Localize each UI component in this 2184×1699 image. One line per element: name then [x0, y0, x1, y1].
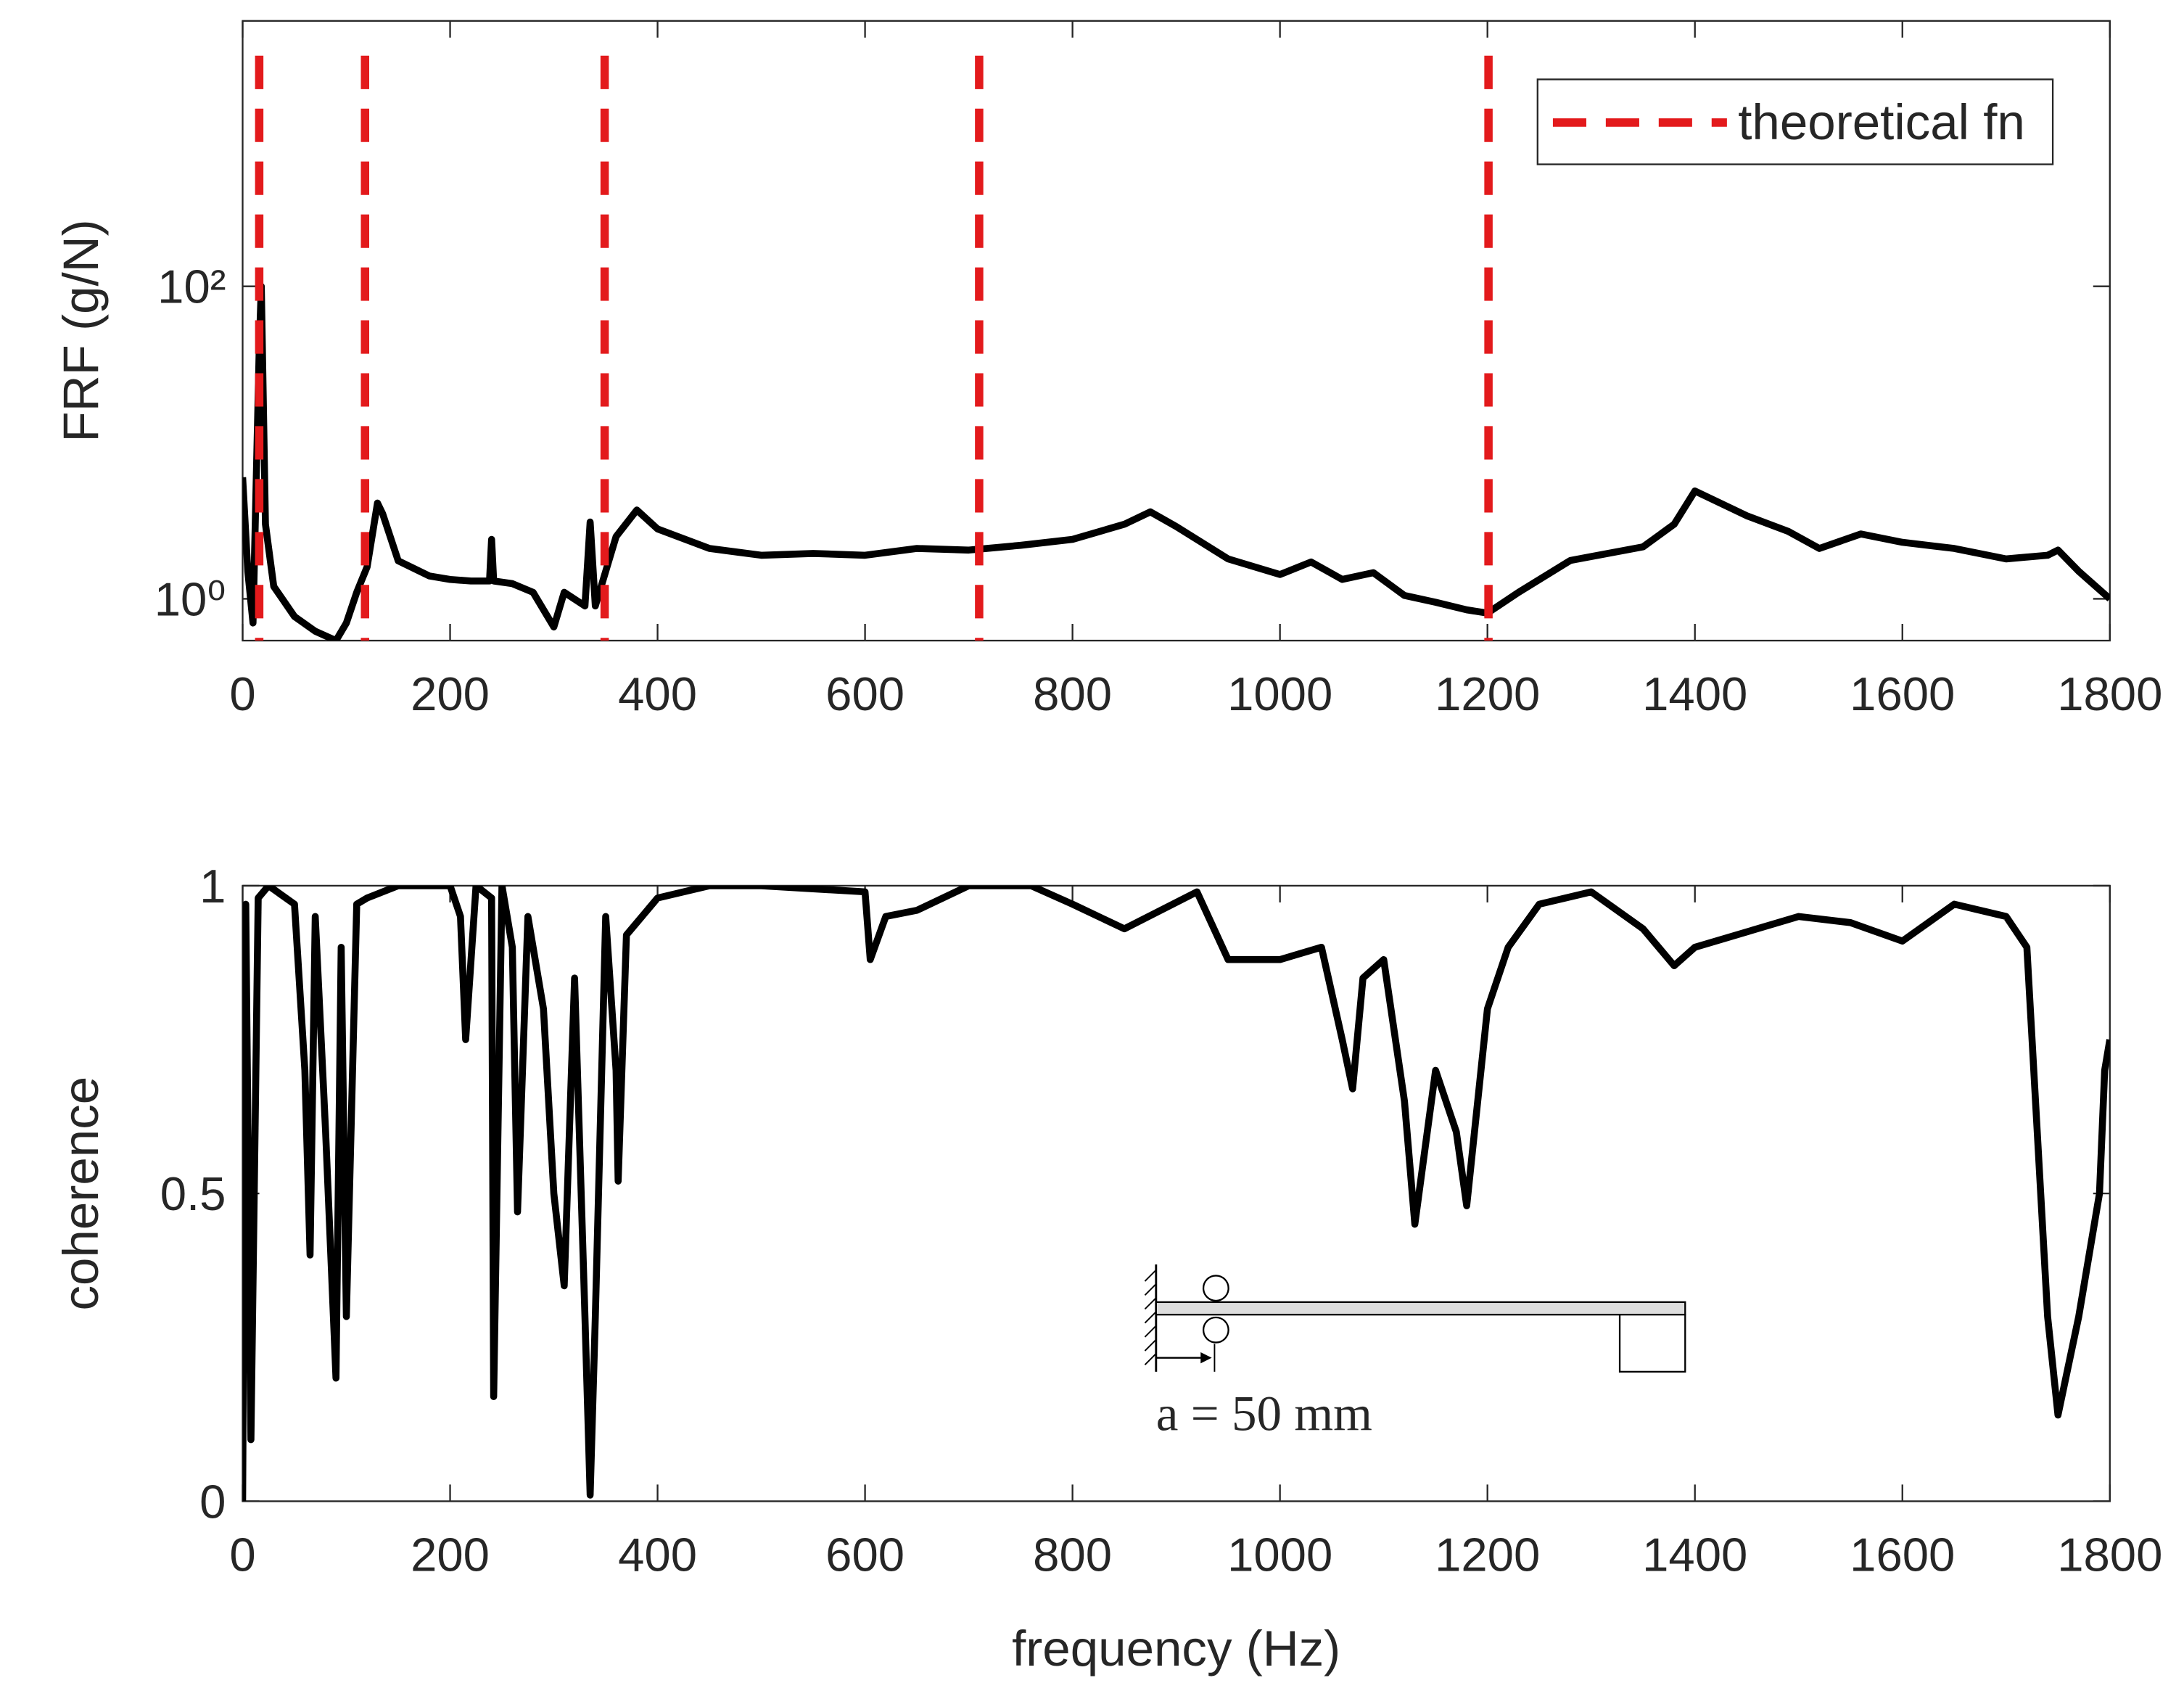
x-tick-label: 1400	[1642, 1528, 1747, 1581]
x-axis-label: frequency (Hz)	[1012, 1620, 1340, 1677]
x-tick-label: 0	[229, 1528, 255, 1581]
x-tick-label: 400	[618, 1528, 697, 1581]
x-tick-label: 800	[1033, 667, 1112, 720]
annotation: a = 50 mm	[1156, 1386, 1372, 1441]
x-tick-label: 0	[229, 667, 255, 720]
x-tick-label: 1200	[1435, 667, 1540, 720]
y-tick-label: 0.5	[160, 1167, 226, 1220]
x-tick-label: 800	[1033, 1528, 1112, 1581]
x-tick-label: 200	[411, 667, 490, 720]
x-tick-label: 1600	[1850, 667, 1955, 720]
x-tick-label: 1000	[1227, 1528, 1332, 1581]
y-axis-label: coherence	[52, 1077, 109, 1311]
x-tick-label: 1200	[1435, 1528, 1540, 1581]
x-tick-label: 200	[411, 1528, 490, 1581]
y-tick-label: 10⁰	[154, 572, 226, 625]
y-axis-label: FRF (g/N)	[52, 219, 109, 442]
x-tick-label: 600	[825, 1528, 904, 1581]
beam	[1155, 1301, 1686, 1316]
x-tick-label: 1000	[1227, 667, 1332, 720]
support	[1202, 1316, 1229, 1344]
legend-label: theoretical fn	[1738, 94, 2025, 150]
y-tick-label: 0	[199, 1475, 226, 1528]
support	[1202, 1275, 1229, 1302]
x-tick-label: 1400	[1642, 667, 1747, 720]
arrow-head	[1200, 1352, 1212, 1364]
data-line	[242, 282, 2110, 641]
y-tick-label: 1	[199, 860, 226, 913]
mass	[1618, 1314, 1686, 1373]
wall-hatch	[1144, 1270, 1157, 1365]
data-line	[242, 885, 2110, 1502]
x-tick-label: 600	[825, 667, 904, 720]
x-tick-label: 1600	[1850, 1528, 1955, 1581]
inset-diagram	[1144, 1264, 1686, 1373]
x-tick-label: 1800	[2057, 1528, 2162, 1581]
x-tick-label: 400	[618, 667, 697, 720]
x-tick-label: 1800	[2057, 667, 2162, 720]
y-tick-label: 10²	[157, 260, 226, 313]
